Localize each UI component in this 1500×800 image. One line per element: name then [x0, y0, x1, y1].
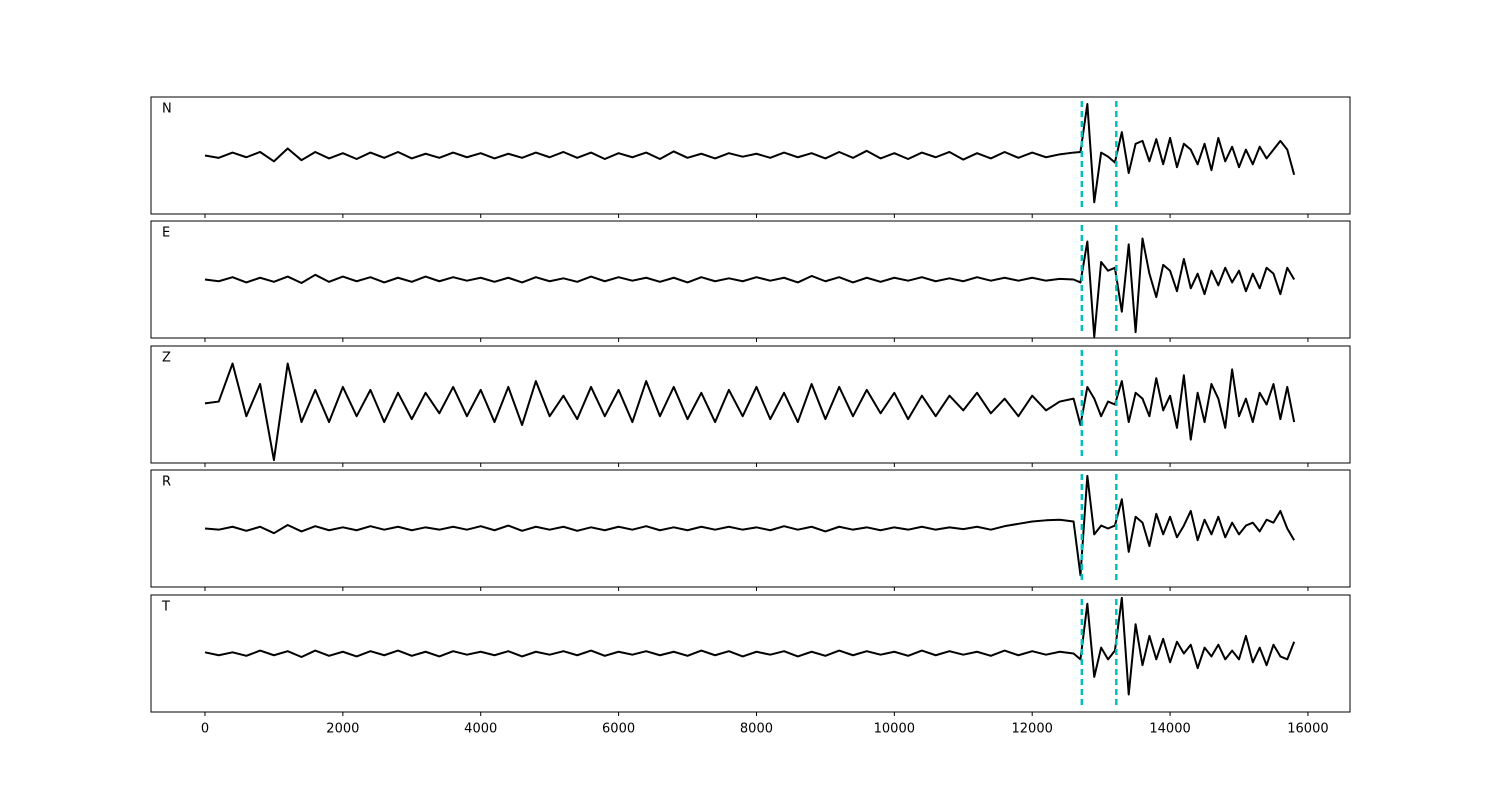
- channel-label: N: [162, 102, 172, 117]
- axes-frame: [150, 220, 1351, 339]
- x-tick-label: 0: [201, 722, 209, 737]
- trace: [204, 237, 1296, 338]
- trace: [204, 474, 1296, 577]
- x-tick-label: 4000: [464, 722, 497, 737]
- x-tick-label: 2000: [326, 722, 359, 737]
- channel-label: T: [161, 600, 170, 615]
- axes-frame: [150, 96, 1351, 215]
- trace: [204, 103, 1296, 204]
- x-tick-label: 6000: [602, 722, 635, 737]
- x-tick-label: 16000: [1287, 722, 1328, 737]
- x-tick-label: 8000: [740, 722, 773, 737]
- x-tick-label: 14000: [1149, 722, 1190, 737]
- channel-label: R: [162, 475, 171, 490]
- x-tick-label: 12000: [1012, 722, 1053, 737]
- trace: [204, 362, 1296, 462]
- x-tick-label: 10000: [874, 722, 915, 737]
- axes-frame: [150, 594, 1351, 713]
- axes-frame: [150, 345, 1351, 464]
- channel-label: E: [162, 226, 170, 241]
- axes-frame: [150, 469, 1351, 588]
- trace: [204, 596, 1296, 696]
- channel-label: Z: [162, 351, 171, 366]
